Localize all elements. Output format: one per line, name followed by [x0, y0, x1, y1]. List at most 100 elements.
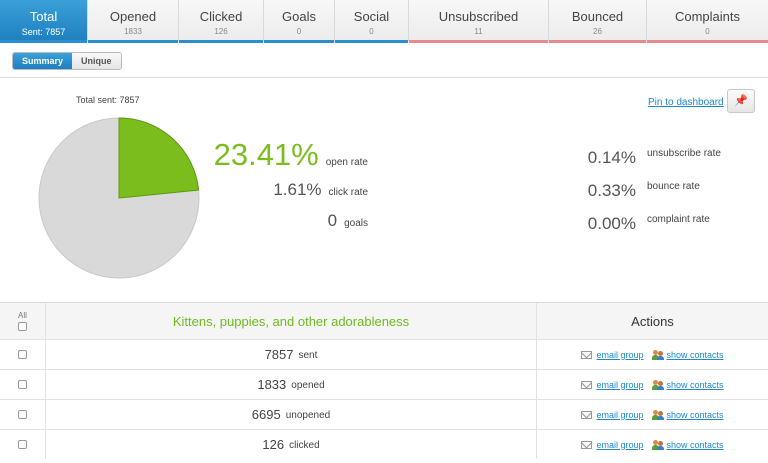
table-row: 126 clicked email group show contacts: [0, 429, 768, 459]
show-contacts-link[interactable]: show contacts: [666, 349, 724, 360]
select-all-cell: All: [0, 303, 46, 339]
row-count: 1833: [257, 377, 287, 392]
complaint-rate-stat: 0.00% complaint rate: [520, 214, 710, 234]
tab-bounced-label: Bounced: [571, 9, 624, 24]
show-contacts-link[interactable]: show contacts: [666, 409, 724, 420]
row-metric-cell: 126 clicked: [46, 430, 537, 459]
pin-button[interactable]: 📌: [727, 89, 755, 113]
bounce-rate-label: bounce rate: [647, 181, 700, 192]
row-actions-cell: email group show contacts: [537, 340, 768, 369]
actions-header: Actions: [631, 313, 674, 329]
tab-underline: [179, 40, 263, 43]
show-contacts-link[interactable]: show contacts: [666, 379, 724, 390]
tab-clicked-count: 126: [214, 27, 228, 36]
tab-bounced[interactable]: Bounced 26: [549, 0, 647, 43]
row-checkbox[interactable]: [18, 410, 27, 419]
tab-total[interactable]: Total Sent: 7857: [0, 0, 88, 43]
complaint-rate-value: 0.00%: [587, 214, 636, 233]
open-rate-value: 23.41%: [213, 137, 319, 172]
tab-underline: [647, 40, 768, 43]
table-header-row: All Kittens, puppies, and other adorable…: [0, 302, 768, 339]
unsubscribe-rate-value: 0.14%: [587, 148, 636, 167]
row-actions-cell: email group show contacts: [537, 370, 768, 399]
envelope-icon: [581, 380, 593, 389]
row-count: 7857: [264, 347, 294, 362]
tab-clicked[interactable]: Clicked 126: [179, 0, 264, 43]
tab-underline: [88, 40, 178, 43]
tab-complaints-label: Complaints: [674, 9, 741, 24]
row-checkbox-cell: [0, 430, 46, 459]
row-actions-cell: email group show contacts: [537, 400, 768, 429]
row-checkbox[interactable]: [18, 380, 27, 389]
envelope-icon: [581, 440, 593, 449]
tab-complaints[interactable]: Complaints 0: [647, 0, 768, 43]
complaint-rate-label: complaint rate: [647, 214, 710, 225]
contacts-icon: [651, 379, 664, 390]
bounce-rate-value: 0.33%: [587, 181, 636, 200]
row-checkbox[interactable]: [18, 440, 27, 449]
unsubscribe-rate-label: unsubscribe rate: [647, 148, 721, 159]
total-sent-label: Total sent: 7857: [76, 95, 140, 105]
click-rate-stat: 1.61% click rate: [200, 180, 368, 200]
row-checkbox-cell: [0, 340, 46, 369]
table-row: 7857 sent email group show contacts: [0, 339, 768, 369]
tab-opened-count: 1833: [124, 27, 142, 36]
email-group-link[interactable]: email group: [596, 409, 644, 420]
tab-total-count: Sent: 7857: [21, 27, 66, 37]
row-label: opened: [291, 380, 325, 391]
open-rate-pie-chart: [38, 117, 200, 279]
goals-value: 0: [327, 211, 338, 230]
contacts-icon: [651, 409, 664, 420]
tab-clicked-label: Clicked: [199, 9, 243, 24]
unique-toggle-button[interactable]: Unique: [72, 53, 121, 69]
email-group-link[interactable]: email group: [596, 439, 644, 450]
click-rate-label: click rate: [328, 187, 368, 198]
row-label: clicked: [289, 440, 320, 451]
show-contacts-link[interactable]: show contacts: [666, 439, 724, 450]
row-metric-cell: 6695 unopened: [46, 400, 537, 429]
row-checkbox[interactable]: [18, 350, 27, 359]
campaign-stats-table: All Kittens, puppies, and other adorable…: [0, 302, 768, 459]
tab-bounced-count: 26: [593, 27, 602, 36]
open-rate-stat: 23.41% open rate: [200, 137, 368, 173]
contacts-icon: [651, 349, 664, 360]
summary-toggle-button[interactable]: Summary: [13, 53, 73, 69]
tab-underline: [264, 40, 334, 43]
row-checkbox-cell: [0, 370, 46, 399]
table-row: 6695 unopened email group show contacts: [0, 399, 768, 429]
tab-total-label: Total: [29, 9, 58, 24]
pie-slice-opened: [118, 117, 200, 199]
tab-underline: [409, 40, 548, 43]
row-checkbox-cell: [0, 400, 46, 429]
row-metric-cell: 7857 sent: [46, 340, 537, 369]
row-metric-cell: 1833 opened: [46, 370, 537, 399]
row-actions-cell: email group show contacts: [537, 430, 768, 459]
tab-unsubscribed[interactable]: Unsubscribed 11: [409, 0, 549, 43]
email-group-link[interactable]: email group: [596, 379, 644, 390]
select-all-checkbox[interactable]: [18, 322, 27, 331]
email-group-link[interactable]: email group: [596, 349, 644, 360]
row-label: unopened: [285, 410, 331, 421]
tab-opened[interactable]: Opened 1833: [88, 0, 179, 43]
tab-social-label: Social: [353, 9, 390, 24]
tab-complaints-count: 0: [705, 27, 710, 36]
section-divider: [0, 77, 768, 78]
tab-goals-label: Goals: [282, 9, 316, 24]
goals-label: goals: [344, 218, 368, 229]
tab-unsubscribed-count: 11: [474, 27, 483, 36]
pin-to-dashboard-link[interactable]: Pin to dashboard: [648, 97, 724, 108]
tab-unsubscribed-label: Unsubscribed: [438, 9, 519, 24]
summary-unique-toggle: Summary Unique: [12, 52, 122, 70]
campaign-title: Kittens, puppies, and other adorableness: [46, 303, 537, 339]
tab-goals[interactable]: Goals 0: [264, 0, 335, 43]
click-rate-value: 1.61%: [273, 180, 322, 199]
tab-social[interactable]: Social 0: [335, 0, 409, 43]
unsubscribe-rate-stat: 0.14% unsubscribe rate: [520, 148, 721, 168]
open-rate-label: open rate: [325, 157, 368, 168]
tab-underline: [0, 40, 87, 43]
tab-underline: [549, 40, 646, 43]
tab-goals-count: 0: [296, 27, 302, 36]
table-row: 1833 opened email group show contacts: [0, 369, 768, 399]
row-count: 126: [262, 437, 285, 452]
contacts-icon: [651, 439, 664, 450]
